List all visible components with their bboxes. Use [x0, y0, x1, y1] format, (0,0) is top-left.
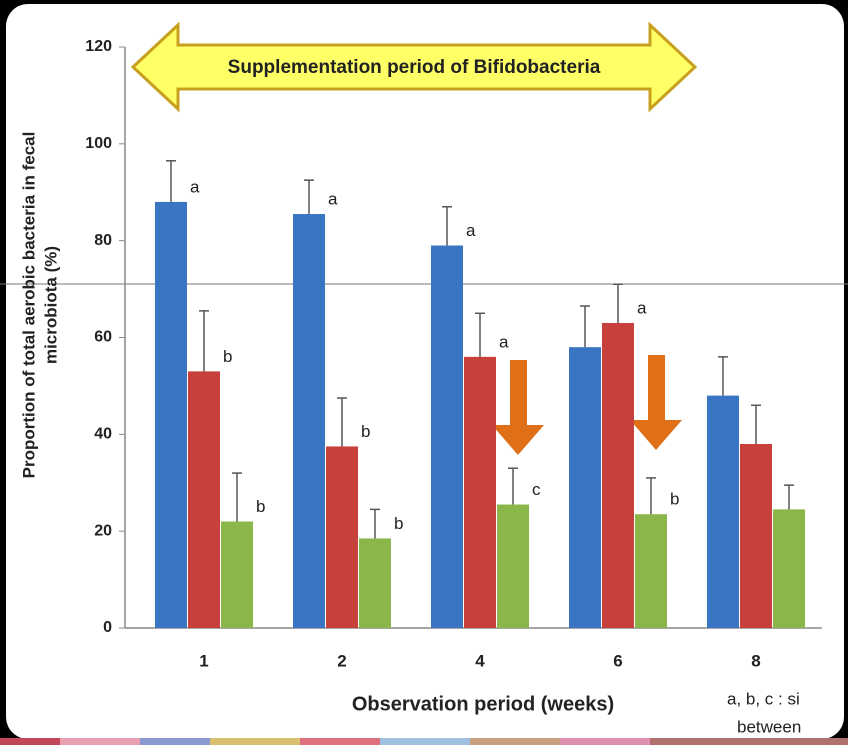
y-tick-label: 80	[94, 232, 112, 249]
y-tick-label: 60	[94, 329, 112, 346]
bar	[359, 538, 391, 628]
x-tick-label: 2	[337, 651, 346, 670]
y-axis-label: microbiota (%)	[41, 246, 60, 364]
y-tick-label: 100	[85, 135, 112, 152]
significance-letter: a	[637, 298, 647, 317]
color-strip	[0, 738, 848, 745]
bar	[602, 322, 634, 628]
significance-letter: b	[361, 422, 370, 441]
footnote: between	[737, 717, 801, 736]
significance-letter: b	[256, 497, 265, 516]
bar	[497, 504, 529, 628]
significance-letter: b	[394, 514, 403, 533]
y-tick-label: 20	[94, 522, 112, 539]
significance-letter: a	[190, 177, 200, 196]
x-axis-label: Observation period (weeks)	[352, 693, 614, 715]
bar	[464, 356, 496, 628]
bar	[293, 214, 325, 628]
bar	[707, 395, 739, 628]
footnote: a, b, c : si	[727, 689, 800, 708]
significance-letter: b	[670, 490, 679, 509]
y-tick-label: 40	[94, 426, 112, 443]
y-tick-label: 0	[103, 619, 112, 636]
significance-letter: c	[532, 480, 541, 499]
down-arrow	[630, 355, 682, 450]
down-arrow	[492, 360, 544, 455]
significance-letter: a	[328, 190, 338, 209]
significance-letter: b	[223, 347, 232, 366]
x-tick-label: 6	[613, 651, 622, 670]
bar	[740, 444, 772, 628]
significance-letter: a	[466, 221, 476, 240]
bar	[188, 371, 220, 628]
x-tick-label: 8	[751, 651, 760, 670]
y-axis-label: Proportion of total aerobic bacteria in …	[19, 132, 38, 479]
bar	[431, 245, 463, 628]
banner-arrow	[130, 21, 698, 113]
banner-text: Supplementation period of Bifidobacteria	[228, 57, 601, 78]
x-tick-label: 4	[475, 651, 485, 670]
significance-letter: a	[499, 332, 509, 351]
x-tick-label: 1	[199, 651, 208, 670]
bar	[569, 347, 601, 628]
bar	[326, 446, 358, 628]
bar	[635, 514, 667, 628]
bar	[155, 201, 187, 628]
y-tick-label: 120	[85, 38, 112, 55]
bar	[221, 521, 253, 628]
bar	[773, 509, 805, 628]
